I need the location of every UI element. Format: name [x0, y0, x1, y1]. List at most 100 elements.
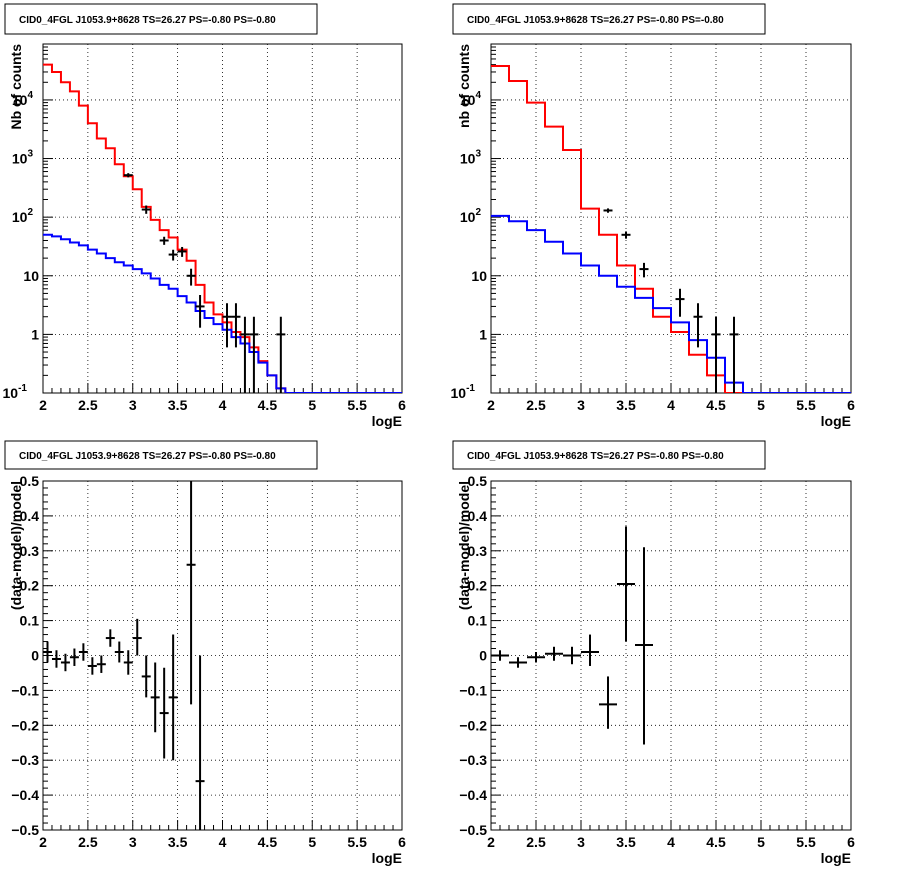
x-tick-label: 5 — [308, 397, 316, 413]
data-point — [150, 662, 160, 733]
data-point — [231, 303, 241, 348]
series-0-histogram — [491, 64, 851, 393]
data-point — [132, 618, 142, 656]
y-tick-label: 0.1 — [20, 613, 40, 629]
data-point — [545, 646, 563, 661]
series-group — [491, 526, 653, 745]
title-box — [4, 3, 318, 35]
data-point — [639, 262, 649, 278]
x-tick-label: 4 — [667, 397, 675, 413]
title-box — [452, 3, 766, 35]
y-tick-label: 0.5 — [468, 473, 488, 489]
x-tick-label: 3.5 — [616, 834, 636, 850]
x-tick-label: 3 — [577, 834, 585, 850]
data-point — [87, 657, 97, 675]
x-tick-label: 3.5 — [616, 397, 636, 413]
data-point — [43, 641, 52, 663]
data-point — [141, 655, 151, 698]
data-point — [96, 655, 106, 673]
data-point — [69, 648, 79, 666]
y-tick-label: 103 — [12, 149, 34, 167]
data-point — [603, 208, 613, 213]
x-tick-label: 5 — [757, 397, 765, 413]
x-tick-label: 4 — [219, 834, 227, 850]
x-tick-label: 3 — [577, 397, 585, 413]
x-tick-label: 2 — [487, 834, 495, 850]
data-point — [563, 646, 581, 665]
data-point — [621, 231, 631, 239]
x-tick-label: 5.5 — [796, 834, 816, 850]
series-1-histogram — [491, 214, 851, 393]
series-group — [491, 64, 851, 393]
chart-title: CID0_4FGL J1053.9+8628 TS=26.27 PS=-0.80… — [19, 451, 276, 462]
y-tick-label: 10 — [471, 268, 487, 284]
y-tick-label: −0.4 — [459, 787, 487, 803]
y-tick-label: 0.1 — [468, 613, 488, 629]
data-point — [105, 629, 115, 647]
y-tick-label: −0.1 — [459, 682, 487, 698]
chart-panel-4: CID0_4FGL J1053.9+8628 TS=26.27 PS=-0.80… — [452, 440, 855, 866]
data-point — [599, 676, 617, 729]
x-tick-label: 2.5 — [526, 397, 546, 413]
grid — [42, 480, 403, 831]
x-tick-label: 2 — [487, 397, 495, 413]
y-tick-label: 0.3 — [20, 543, 40, 559]
chart-title: CID0_4FGL J1053.9+8628 TS=26.27 PS=-0.80… — [19, 15, 276, 26]
data-point — [617, 526, 635, 642]
y-tick-label: 0.4 — [468, 508, 488, 524]
y-tick-label: 0.2 — [20, 578, 40, 594]
y-tick-label: −0.3 — [11, 752, 39, 768]
x-tick-label: 2.5 — [78, 834, 98, 850]
y-tick-label: 104 — [460, 90, 482, 108]
x-tick-label: 3.5 — [168, 397, 188, 413]
data-point — [729, 316, 739, 393]
y-axis-title: (data-model)/model — [8, 481, 24, 610]
series-group — [43, 481, 205, 830]
data-point — [509, 657, 527, 668]
y-tick-label: 0 — [31, 648, 39, 664]
x-tick-label: 5 — [757, 834, 765, 850]
x-tick-label: 5 — [308, 834, 316, 850]
data-point — [159, 667, 169, 759]
x-axis-title: logE — [821, 413, 851, 429]
x-tick-label: 2.5 — [78, 397, 98, 413]
chart-title: CID0_4FGL J1053.9+8628 TS=26.27 PS=-0.80… — [467, 451, 724, 462]
data-point — [168, 634, 178, 761]
y-tick-label: 0.4 — [20, 508, 40, 524]
x-tick-label: 4 — [219, 397, 227, 413]
y-axis-title: (data-model)/model — [456, 481, 472, 610]
title-box — [452, 440, 766, 470]
chart-panel-3: CID0_4FGL J1053.9+8628 TS=26.27 PS=-0.80… — [4, 440, 406, 866]
data-point — [78, 643, 88, 661]
series-group — [43, 63, 402, 393]
data-point — [527, 652, 545, 663]
y-tick-label: −0.2 — [11, 717, 39, 733]
data-point — [276, 316, 286, 393]
x-tick-label: 6 — [847, 397, 855, 413]
data-point — [123, 650, 133, 675]
grid — [42, 44, 403, 394]
x-tick-label: 6 — [398, 834, 406, 850]
x-axis-title: logE — [372, 850, 402, 866]
y-tick-label: 1 — [31, 326, 39, 342]
x-axis-title: logE — [372, 413, 402, 429]
x-axis-title: logE — [821, 850, 851, 866]
y-tick-label: −0.5 — [11, 822, 39, 838]
y-tick-label: 0.5 — [20, 473, 40, 489]
y-tick-label: 10-1 — [451, 383, 476, 401]
grid — [490, 480, 852, 831]
data-point — [123, 173, 133, 178]
data-point — [581, 634, 599, 666]
y-tick-label: 1 — [479, 326, 487, 342]
data-point — [222, 303, 232, 348]
y-tick-label: −0.2 — [459, 717, 487, 733]
data-point — [168, 249, 178, 261]
title-box — [4, 440, 318, 470]
y-tick-label: −0.5 — [459, 822, 487, 838]
data-point — [60, 653, 70, 672]
y-tick-label: 10-1 — [3, 383, 28, 401]
data-point — [114, 641, 124, 663]
y-tick-label: −0.1 — [11, 682, 39, 698]
x-tick-label: 2 — [39, 834, 47, 850]
